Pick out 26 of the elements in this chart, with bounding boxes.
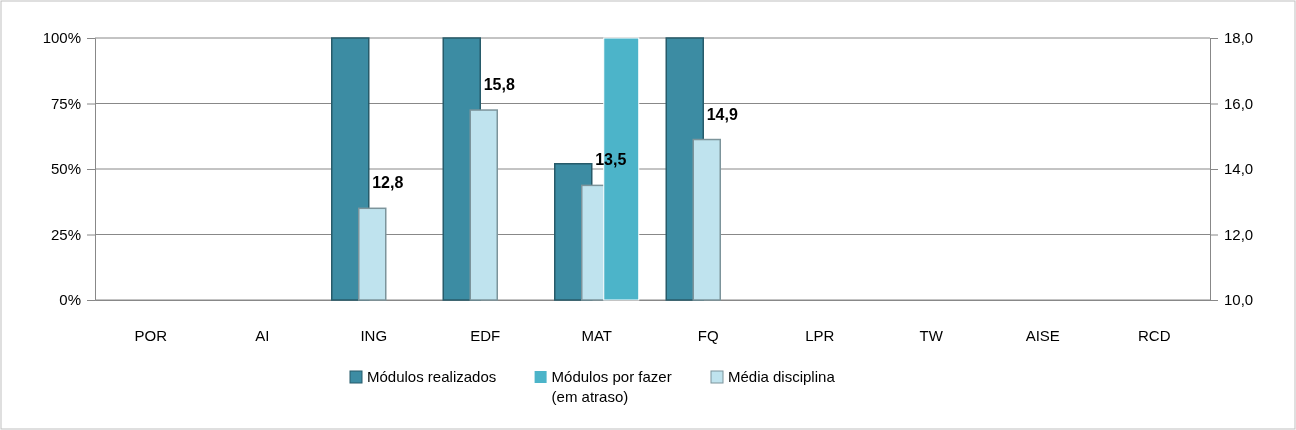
legend-label: Média disciplina	[728, 368, 836, 385]
x-tick-label: FQ	[697, 326, 719, 344]
y-tick-label: 100%	[42, 29, 81, 47]
data-label: 14,9	[706, 105, 738, 123]
x-tick-label: LPR	[805, 326, 835, 344]
legend-label: Módulos realizados	[367, 368, 497, 385]
y-tick-label: 0%	[59, 291, 81, 309]
x-tick-label: POR	[134, 326, 168, 344]
data-label: 12,8	[372, 174, 404, 192]
y-tick-label: 75%	[50, 94, 81, 112]
y-tick-label: 25%	[50, 225, 81, 243]
legend-label: Módulos por fazer (em atraso)	[551, 368, 672, 405]
x-tick-label: RCD	[1138, 326, 1171, 344]
y-tick-label: 50%	[50, 160, 81, 178]
y2-tick-label: 18,0	[1224, 29, 1254, 47]
x-tick-label: MAT	[581, 326, 613, 344]
x-tick-label: EDF	[470, 326, 501, 344]
x-tick-label: AI	[255, 326, 270, 344]
x-tick-label: ING	[360, 326, 388, 344]
y2-tick-label: 10,0	[1224, 291, 1254, 309]
y2-tick-label: 14,0	[1224, 160, 1254, 178]
y2-tick-label: 12,0	[1224, 225, 1254, 243]
x-tick-label: AISE	[1025, 326, 1060, 344]
y2-tick-label: 16,0	[1224, 94, 1254, 112]
x-tick-label: TW	[919, 326, 944, 344]
data-label: 15,8	[483, 76, 515, 94]
